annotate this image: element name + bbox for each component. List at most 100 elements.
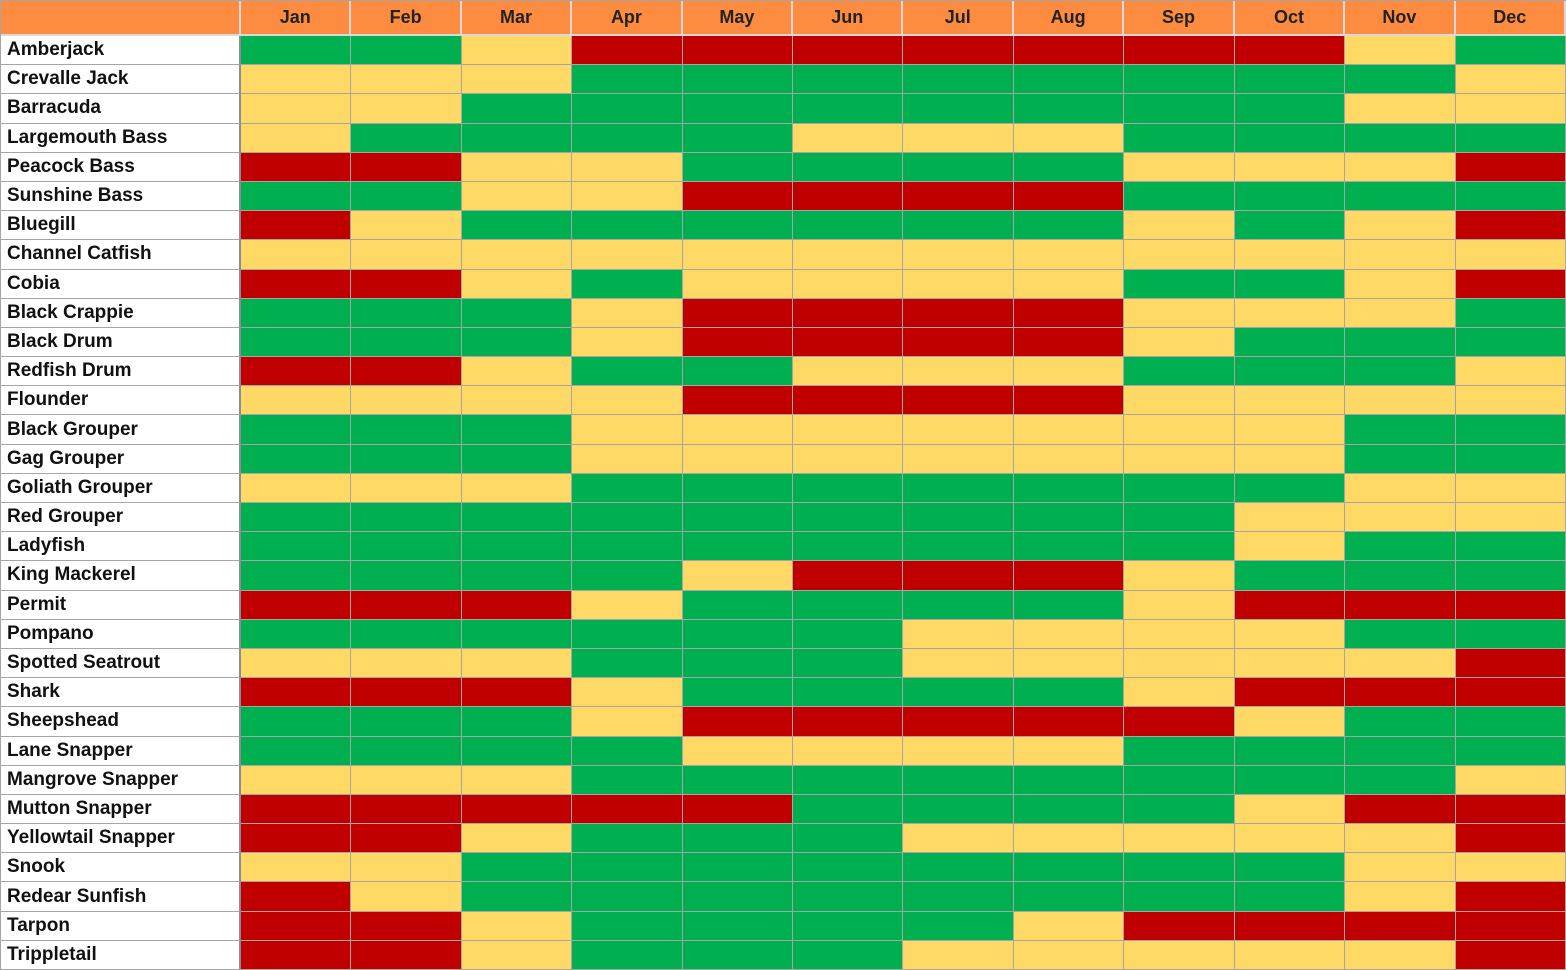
- rating-cell-good: [461, 211, 573, 241]
- rating-cell-good: [903, 794, 1014, 825]
- fish-label: Goliath Grouper: [1, 473, 241, 503]
- rating-cell-fair: [682, 736, 794, 766]
- rating-cell-fair: [241, 65, 352, 95]
- rating-cell-good: [793, 940, 904, 970]
- rating-cell-fair: [1455, 853, 1566, 883]
- rating-cell-poor: [1455, 648, 1566, 679]
- rating-cell-good: [461, 707, 573, 737]
- rating-cell-poor: [793, 181, 904, 212]
- rating-cell-fair: [1234, 503, 1346, 533]
- rating-cell-fair: [1124, 386, 1235, 416]
- rating-cell-poor: [1013, 327, 1125, 358]
- rating-cell-poor: [793, 707, 904, 737]
- rating-cell-good: [903, 503, 1014, 533]
- rating-cell-fair: [572, 152, 683, 182]
- fish-label: Ladyfish: [1, 532, 241, 562]
- rating-cell-poor: [461, 590, 573, 620]
- rating-cell-good: [1345, 181, 1456, 212]
- rating-cell-fair: [572, 240, 683, 270]
- rating-cell-poor: [1455, 678, 1566, 708]
- rating-cell-poor: [1234, 590, 1346, 620]
- rating-cell-good: [1013, 765, 1125, 795]
- rating-cell-good: [241, 619, 352, 649]
- header-corner: [1, 1, 241, 36]
- rating-cell-good: [793, 911, 904, 941]
- rating-cell-good: [793, 794, 904, 825]
- rating-cell-fair: [1013, 940, 1125, 970]
- rating-cell-fair: [572, 678, 683, 708]
- fish-label: Spotted Seatrout: [1, 648, 241, 679]
- rating-cell-fair: [1345, 240, 1456, 270]
- rating-cell-good: [572, 532, 683, 562]
- rating-cell-fair: [572, 444, 683, 474]
- rating-cell-fair: [351, 386, 462, 416]
- rating-cell-good: [1234, 473, 1346, 503]
- rating-cell-good: [461, 853, 573, 883]
- rating-cell-good: [682, 824, 794, 854]
- rating-cell-good: [1234, 882, 1346, 912]
- rating-cell-poor: [1455, 824, 1566, 854]
- rating-cell-fair: [572, 181, 683, 212]
- rating-cell-good: [682, 94, 794, 124]
- rating-cell-good: [682, 765, 794, 795]
- rating-cell-good: [1455, 327, 1566, 358]
- rating-cell-good: [1013, 882, 1125, 912]
- rating-cell-fair: [1124, 940, 1235, 970]
- rating-cell-good: [903, 911, 1014, 941]
- rating-cell-fair: [1124, 678, 1235, 708]
- rating-cell-good: [682, 940, 794, 970]
- rating-cell-fair: [1455, 386, 1566, 416]
- rating-cell-poor: [682, 181, 794, 212]
- rating-cell-good: [461, 298, 573, 328]
- fish-label: Crevalle Jack: [1, 65, 241, 95]
- rating-cell-good: [461, 736, 573, 766]
- rating-cell-good: [903, 211, 1014, 241]
- rating-cell-fair: [1455, 357, 1566, 387]
- rating-cell-good: [682, 853, 794, 883]
- rating-cell-good: [903, 94, 1014, 124]
- rating-cell-good: [793, 853, 904, 883]
- rating-cell-fair: [241, 648, 352, 679]
- rating-cell-poor: [1013, 298, 1125, 328]
- rating-cell-good: [572, 619, 683, 649]
- rating-cell-fair: [682, 240, 794, 270]
- rating-cell-fair: [461, 911, 573, 941]
- rating-cell-good: [903, 473, 1014, 503]
- rating-cell-poor: [793, 327, 904, 358]
- rating-cell-fair: [1234, 444, 1346, 474]
- rating-cell-good: [351, 619, 462, 649]
- rating-cell-poor: [351, 152, 462, 182]
- rating-cell-poor: [351, 269, 462, 299]
- rating-cell-fair: [903, 736, 1014, 766]
- month-header-sep: Sep: [1124, 1, 1235, 36]
- rating-cell-poor: [351, 940, 462, 970]
- rating-cell-good: [572, 648, 683, 679]
- rating-cell-fair: [1345, 211, 1456, 241]
- fish-label: Red Grouper: [1, 503, 241, 533]
- rating-cell-good: [351, 707, 462, 737]
- rating-cell-fair: [793, 240, 904, 270]
- rating-cell-fair: [1234, 648, 1346, 679]
- rating-cell-good: [1124, 357, 1235, 387]
- rating-cell-good: [572, 824, 683, 854]
- fish-label: Amberjack: [1, 36, 241, 66]
- rating-cell-fair: [572, 707, 683, 737]
- rating-cell-fair: [461, 473, 573, 503]
- rating-cell-good: [1013, 532, 1125, 562]
- rating-cell-good: [572, 940, 683, 970]
- rating-cell-good: [682, 503, 794, 533]
- rating-cell-fair: [1455, 473, 1566, 503]
- rating-cell-poor: [793, 561, 904, 591]
- rating-cell-good: [351, 503, 462, 533]
- rating-cell-poor: [682, 707, 794, 737]
- rating-cell-fair: [1124, 561, 1235, 591]
- rating-cell-fair: [461, 152, 573, 182]
- rating-cell-poor: [1345, 794, 1456, 825]
- rating-cell-poor: [1013, 386, 1125, 416]
- fish-label: Cobia: [1, 269, 241, 299]
- rating-cell-fair: [351, 648, 462, 679]
- rating-cell-good: [572, 211, 683, 241]
- rating-cell-good: [793, 211, 904, 241]
- rating-cell-fair: [241, 240, 352, 270]
- rating-cell-poor: [1234, 36, 1346, 66]
